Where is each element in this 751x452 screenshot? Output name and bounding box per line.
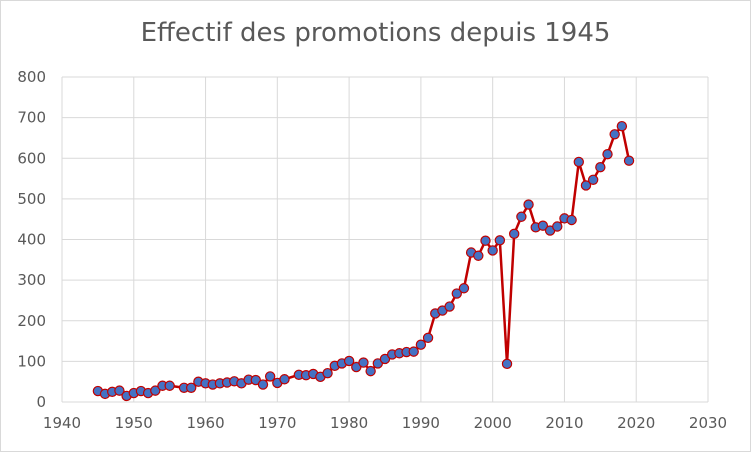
data-point	[343, 355, 355, 367]
data-point	[516, 211, 527, 222]
data-point	[609, 129, 620, 140]
chart-title: Effectif des promotions depuis 1945	[140, 18, 611, 48]
x-tick-label: 1990	[402, 414, 440, 432]
axis-labels: 0 100 200 300 400 500 600 700 800 1940 1950 1960 197…	[17, 68, 727, 432]
data-point	[422, 332, 434, 344]
data-point	[279, 374, 290, 385]
data-point	[415, 339, 427, 350]
data-point	[185, 382, 197, 393]
x-tick-label: 1950	[115, 414, 153, 432]
data-point	[408, 346, 419, 357]
data-point	[523, 199, 534, 210]
data-point	[501, 358, 513, 370]
data-point	[537, 220, 549, 231]
data-point	[264, 371, 276, 382]
x-tick-label: 1980	[330, 414, 368, 432]
data-point	[358, 357, 369, 368]
x-tick-label: 2000	[474, 414, 512, 432]
data-point	[164, 380, 175, 391]
series-line	[97, 124, 631, 398]
data-point	[595, 161, 606, 173]
x-tick-label: 1970	[258, 414, 296, 432]
data-point	[552, 221, 563, 232]
y-tick-label: 300	[17, 271, 46, 289]
data-point	[365, 365, 376, 377]
x-tick-label: 1960	[186, 414, 224, 432]
data-point	[114, 385, 125, 396]
data-point	[473, 250, 484, 261]
y-tick-label: 200	[17, 312, 46, 330]
data-point	[487, 245, 498, 256]
data-point	[602, 148, 613, 160]
data-point	[480, 235, 491, 246]
y-tick-label: 600	[17, 149, 46, 167]
x-tick-label: 2010	[545, 414, 583, 432]
gridlines	[61, 76, 709, 403]
data-point	[322, 367, 333, 379]
data-point	[444, 301, 455, 312]
data-point	[494, 235, 506, 246]
y-tick-label: 500	[17, 190, 46, 208]
y-tick-label: 700	[17, 109, 46, 127]
data-point	[573, 156, 585, 168]
x-tick-label: 1940	[43, 414, 81, 432]
data-point	[150, 385, 161, 396]
x-tick-label: 2030	[689, 414, 727, 432]
x-tick-label: 2020	[617, 414, 655, 432]
y-tick-label: 100	[17, 352, 46, 370]
data-point	[257, 379, 269, 390]
data-series	[92, 120, 635, 402]
data-point	[458, 283, 470, 294]
data-point	[616, 120, 628, 132]
y-tick-label: 800	[17, 68, 46, 86]
data-point	[451, 288, 462, 299]
y-tick-label: 400	[17, 231, 46, 249]
data-point	[623, 155, 635, 166]
data-point	[566, 214, 577, 226]
y-tick-label: 0	[36, 393, 46, 411]
data-point	[587, 174, 599, 185]
data-point	[509, 228, 520, 240]
data-point	[580, 180, 592, 191]
